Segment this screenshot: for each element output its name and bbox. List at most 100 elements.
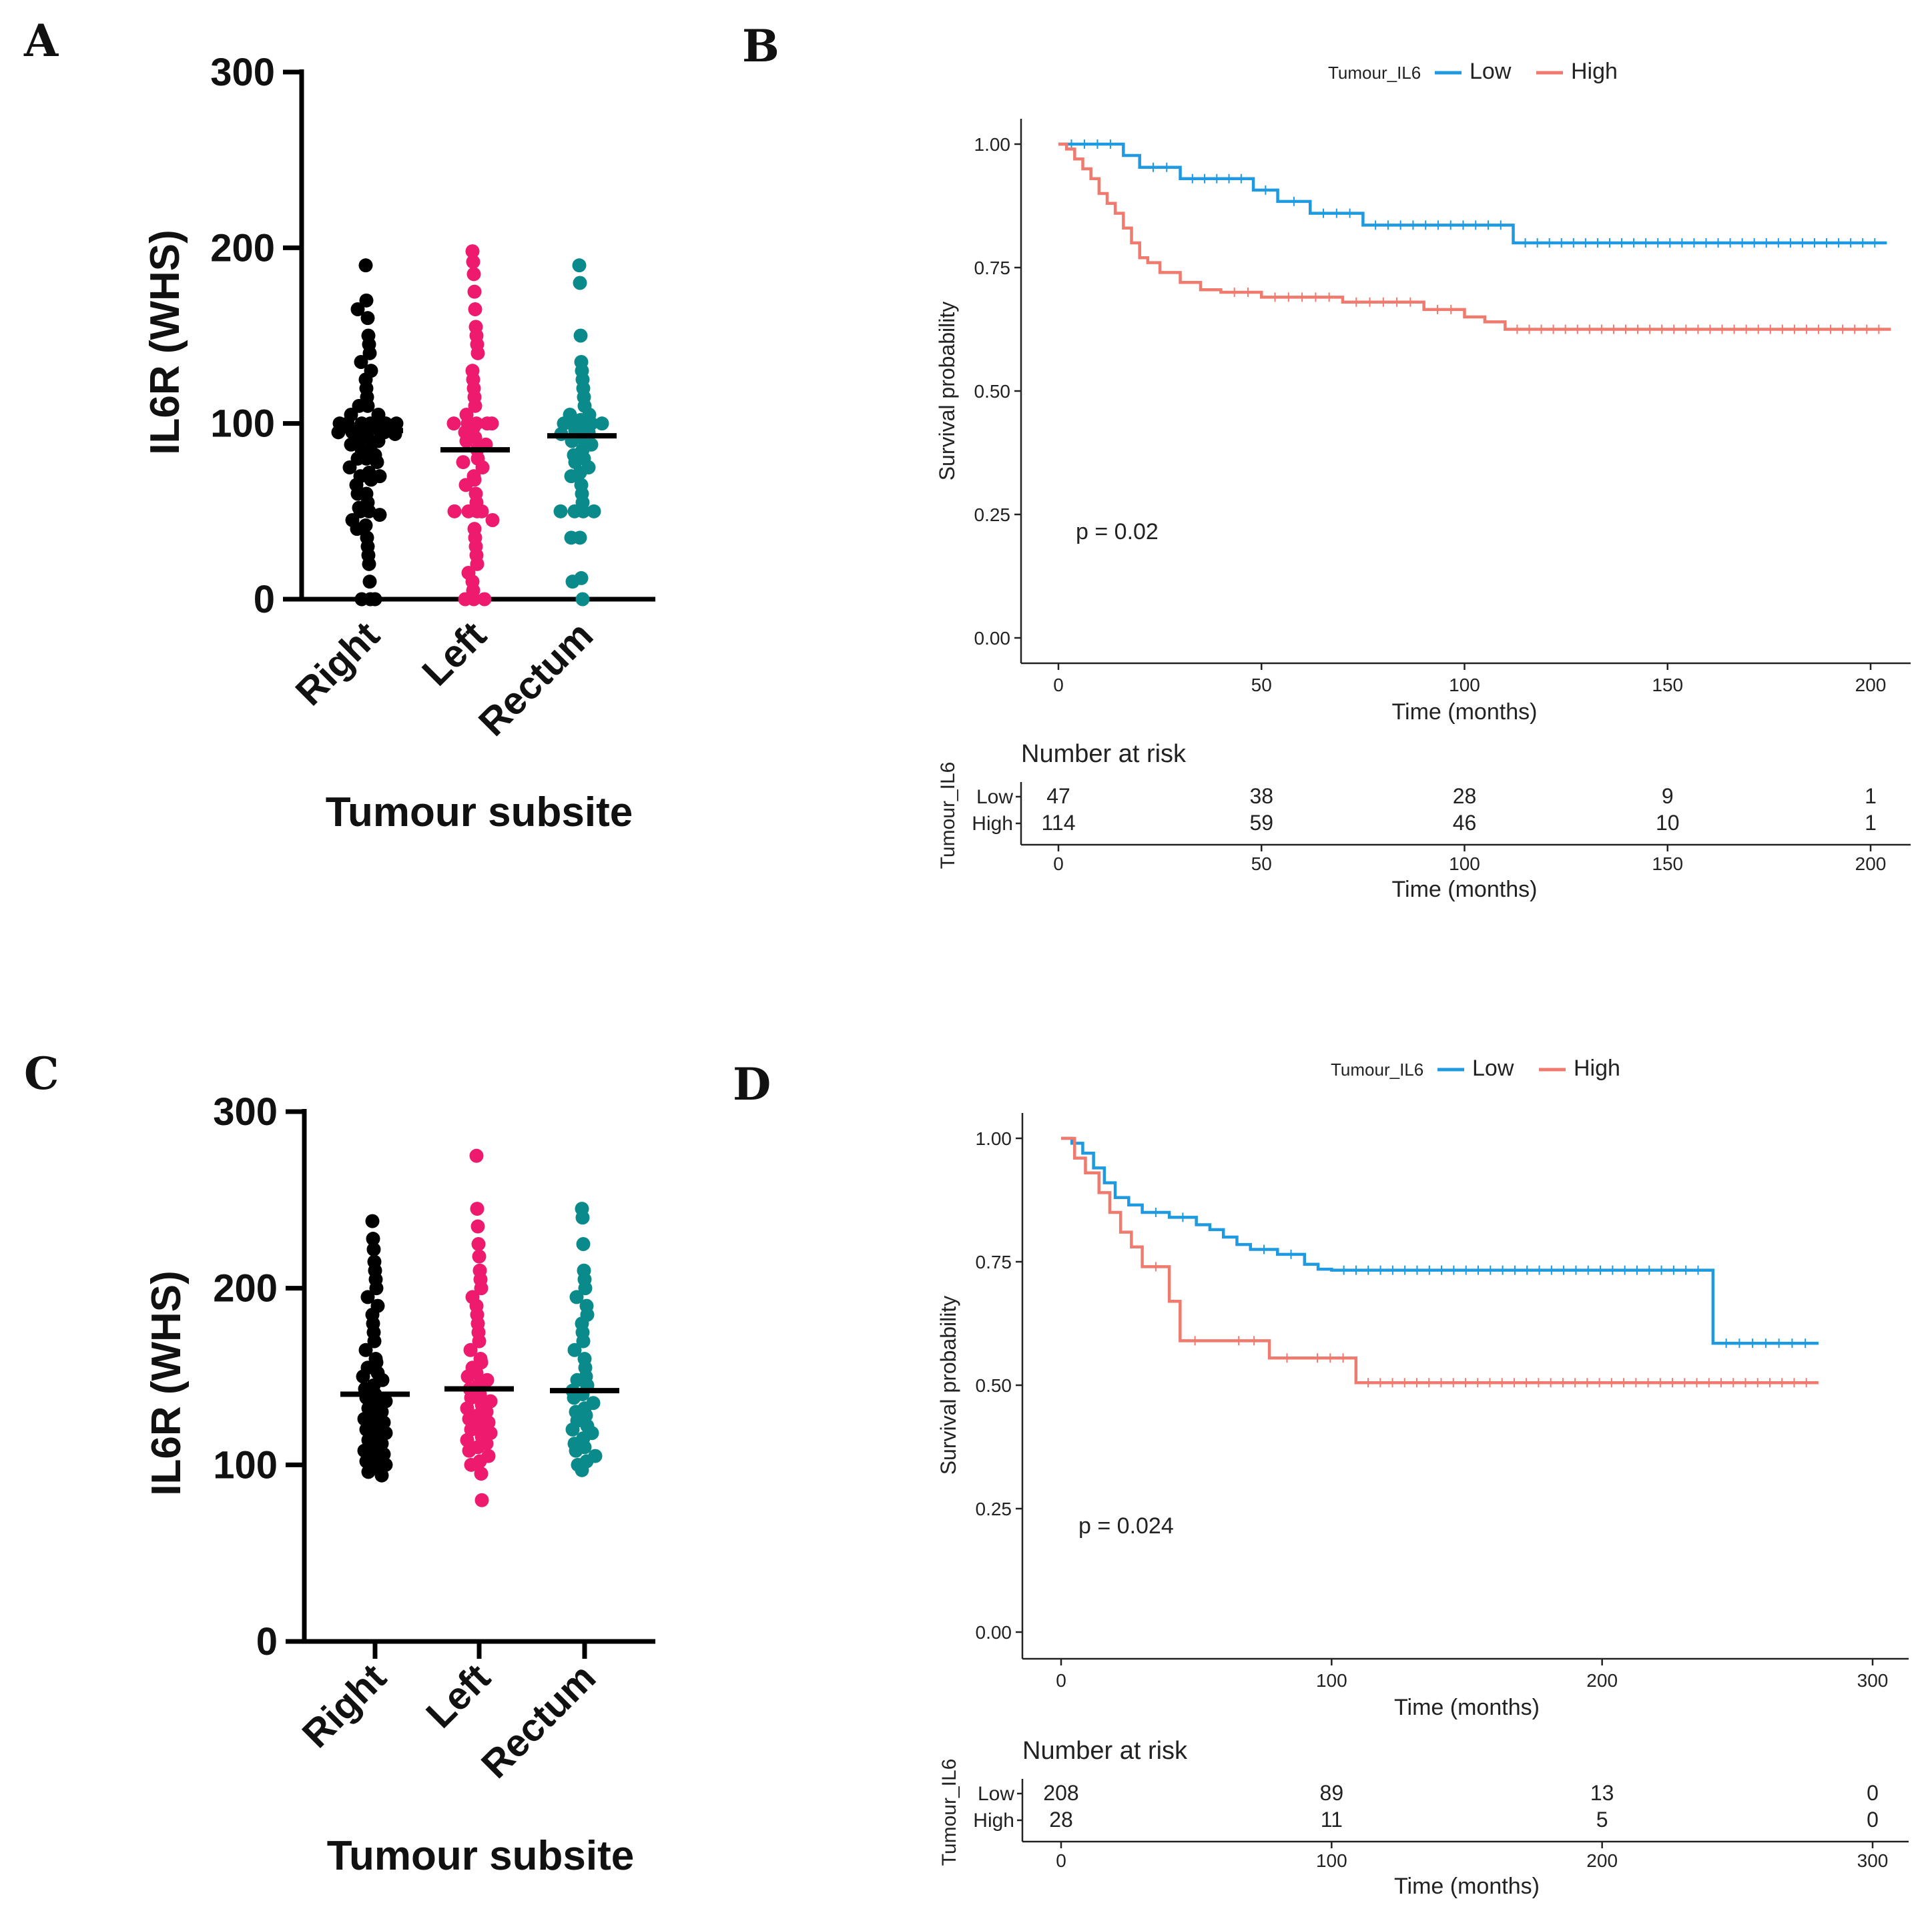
data-point <box>575 1463 589 1477</box>
data-point <box>370 455 384 470</box>
risk-row-label-high: High <box>973 1810 1014 1832</box>
data-point <box>470 1202 485 1216</box>
data-point <box>354 355 368 369</box>
data-point <box>362 346 377 360</box>
risk-table-title: Number at risk <box>1021 740 1187 768</box>
risk-count: 1 <box>1865 811 1877 835</box>
data-point <box>365 1214 380 1228</box>
risk-x-tick-label: 0 <box>1053 853 1064 874</box>
data-point <box>564 530 579 545</box>
data-point <box>359 1454 374 1469</box>
data-point <box>472 1334 487 1349</box>
risk-x-tick-label: 100 <box>1316 1850 1347 1871</box>
data-point <box>372 508 387 522</box>
risk-row-label-high: High <box>972 813 1013 835</box>
panel-letter-a: A <box>23 15 59 67</box>
data-point <box>367 1334 382 1349</box>
data-point <box>358 1343 373 1357</box>
data-point <box>468 398 482 413</box>
data-point <box>572 258 587 273</box>
data-point <box>362 556 376 571</box>
y-tick-label: 100 <box>213 1443 278 1487</box>
risk-x-tick-label: 200 <box>1855 853 1887 874</box>
data-point <box>467 284 482 299</box>
y-tick-label: 0.00 <box>976 1622 1012 1643</box>
risk-table-title: Number at risk <box>1022 1737 1188 1765</box>
risk-x-tick-label: 50 <box>1251 853 1272 874</box>
y-tick-label: 200 <box>213 1267 278 1310</box>
data-point <box>474 1467 489 1481</box>
data-point <box>366 1242 381 1256</box>
y-axis-title: IL6R (WHS) <box>142 230 188 455</box>
risk-count: 47 <box>1046 784 1070 808</box>
data-point <box>485 513 500 527</box>
risk-count: 59 <box>1249 811 1273 835</box>
panel-b-survival-plot: Tumour_IL6 Low High 0.00 0.25 0.50 0.75 1.00 0 50… <box>935 59 1911 902</box>
data-point <box>460 1401 474 1416</box>
data-point <box>475 460 490 474</box>
p-value-label: p = 0.02 <box>1076 519 1159 544</box>
y-tick-label: 0.75 <box>976 1252 1012 1272</box>
data-point <box>369 1281 384 1296</box>
data-point <box>470 556 485 571</box>
data-point <box>350 522 364 536</box>
data-point <box>342 460 357 474</box>
y-tick-label: 0.75 <box>974 258 1011 278</box>
censor-marks-low <box>1070 139 1876 248</box>
risk-x-axis-title: Time (months) <box>1394 1874 1540 1899</box>
risk-x-tick-label: 300 <box>1857 1850 1889 1871</box>
data-point <box>469 1148 484 1163</box>
risk-count: 46 <box>1453 811 1477 835</box>
y-tick-label: 300 <box>213 1090 278 1134</box>
data-point <box>350 302 365 316</box>
x-axis-title: Time (months) <box>1392 699 1538 725</box>
data-point <box>360 311 375 326</box>
data-point <box>389 416 404 431</box>
panel-letter-d: D <box>733 1058 771 1110</box>
data-point <box>356 1369 370 1384</box>
data-point <box>463 1343 478 1357</box>
legend-label-low: Low <box>1470 59 1512 84</box>
risk-count: 5 <box>1596 1808 1608 1832</box>
data-point <box>357 1412 372 1427</box>
legend-title: Tumour_IL6 <box>1328 63 1421 83</box>
data-point <box>447 504 462 518</box>
data-point <box>578 1281 593 1296</box>
risk-row-label-low: Low <box>976 786 1013 808</box>
data-point <box>461 504 476 518</box>
y-tick-label: 0.50 <box>974 381 1011 402</box>
data-point <box>464 1457 478 1472</box>
data-point <box>464 1391 478 1405</box>
p-value-label: p = 0.024 <box>1078 1513 1174 1539</box>
x-tick-label: 0 <box>1056 1670 1066 1691</box>
data-point <box>553 504 568 518</box>
data-point <box>359 293 374 308</box>
y-tick-label: 100 <box>210 402 275 446</box>
censor-marks-high <box>1233 288 1880 334</box>
x-tick-label: 200 <box>1586 1670 1618 1691</box>
y-tick-label: 1.00 <box>976 1128 1012 1149</box>
data-point <box>576 1334 591 1349</box>
risk-x-tick-label: 150 <box>1652 853 1683 874</box>
data-point <box>465 244 480 259</box>
data-point <box>474 1493 489 1507</box>
data-point <box>470 1219 485 1234</box>
data-point <box>468 302 482 316</box>
data-point <box>595 416 609 431</box>
risk-x-tick-label: 0 <box>1056 1850 1066 1871</box>
x-axis-title: Tumour subsite <box>326 789 633 835</box>
data-point <box>458 478 473 492</box>
y-tick-label: 0.25 <box>974 504 1011 525</box>
x-tick-label: 100 <box>1449 675 1480 695</box>
y-tick-label: 0.00 <box>974 628 1011 649</box>
risk-count: 11 <box>1321 1808 1343 1832</box>
data-point <box>575 592 590 607</box>
risk-count: 28 <box>1453 784 1477 808</box>
data-point <box>464 1422 478 1437</box>
data-point <box>360 1290 375 1304</box>
y-axis-title: IL6R (WHS) <box>143 1270 190 1496</box>
risk-count: 0 <box>1867 1781 1879 1805</box>
risk-count: 10 <box>1656 811 1680 835</box>
risk-count: 89 <box>1320 1781 1344 1805</box>
risk-y-axis-title: Tumour_IL6 <box>937 762 959 869</box>
